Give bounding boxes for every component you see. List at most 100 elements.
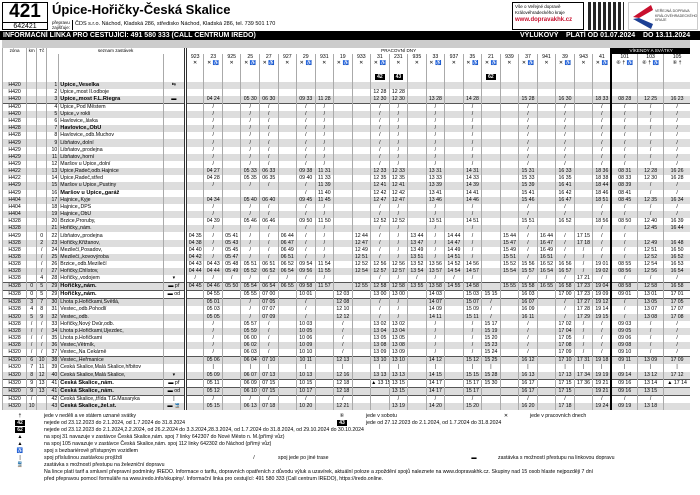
- time-cell: 11 33: [314, 175, 334, 183]
- trip-badge-cell: [203, 72, 223, 82]
- time-cell: 15 17: [462, 378, 482, 387]
- tc-cell: [36, 168, 47, 176]
- time-cell: /: [407, 275, 427, 283]
- time-cell: [499, 168, 519, 176]
- time-cell: [573, 225, 593, 233]
- time-cell: /: [518, 110, 538, 118]
- time-cell: [221, 175, 241, 183]
- legend-symbol: 43: [337, 420, 347, 426]
- qr-code-icon: [588, 2, 624, 30]
- time-cell: [536, 364, 556, 372]
- time-cell: 11 57: [314, 282, 334, 291]
- time-cell: [184, 125, 204, 133]
- tc-cell: [36, 125, 47, 133]
- time-cell: [518, 81, 538, 89]
- time-cell: [314, 313, 334, 321]
- time-cell: 09 58: [296, 282, 316, 291]
- time-cell: /: [425, 110, 445, 118]
- time-cell: /: [518, 132, 538, 140]
- time-cell: 12 51: [351, 253, 371, 262]
- trip-symbols: ✕: [444, 60, 464, 72]
- stop-number: 7: [46, 125, 59, 133]
- trip-symbols: ⑥ †: [663, 60, 690, 72]
- legend-text: jede v pracovních dnech: [530, 413, 587, 419]
- time-cell: 13 04: [388, 327, 408, 336]
- trip-symbols: ✕: [388, 60, 408, 72]
- time-cell: /: [388, 253, 408, 262]
- time-cell: 13 00: [388, 290, 408, 299]
- time-cell: [555, 88, 575, 96]
- time-cell: /: [370, 239, 390, 247]
- zone-cell: H428: [1, 132, 27, 140]
- time-cell: 11 40: [314, 189, 334, 197]
- stop-symbols: [162, 364, 187, 372]
- time-cell: [444, 132, 464, 140]
- stop-row: H328//36 Vestec,Větrník,/06 02/10 09/13 0…: [1, 342, 690, 350]
- note-badge: 43: [393, 73, 404, 80]
- time-cell: 05 49: [221, 268, 241, 276]
- time-cell: [481, 81, 501, 89]
- time-cell: /: [388, 139, 408, 147]
- time-cell: /: [203, 102, 223, 111]
- time-cell: /: [637, 102, 664, 111]
- time-cell: 13 05: [637, 298, 664, 307]
- time-cell: 07 09: [259, 313, 279, 321]
- stop-symbols: ▬ od: [162, 290, 187, 299]
- time-cell: 16 54: [663, 268, 690, 276]
- time-cell: /: [462, 320, 482, 328]
- time-cell: /: [610, 139, 638, 147]
- time-cell: 05 01: [203, 298, 223, 307]
- time-cell: /: [663, 203, 690, 211]
- time-cell: [221, 327, 241, 336]
- time-cell: [444, 313, 464, 321]
- legend-text: spoj s bezbariérově přístupným vozidlem: [44, 448, 138, 454]
- time-cell: /: [296, 239, 316, 247]
- time-cell: 16 52: [555, 218, 575, 226]
- zone-cell: H420: [1, 110, 27, 118]
- time-cell: 16 53: [663, 261, 690, 269]
- time-cell: 12 16: [333, 371, 353, 379]
- time-cell: /: [637, 349, 664, 357]
- time-cell: /: [592, 211, 612, 219]
- stop-number: 18: [46, 203, 59, 211]
- time-cell: [407, 225, 427, 233]
- time-cell: 13 02: [388, 320, 408, 328]
- time-cell: 17 02: [555, 320, 575, 328]
- time-cell: [221, 386, 241, 395]
- km-cell: [26, 110, 37, 118]
- time-cell: 06 49: [277, 246, 297, 254]
- time-cell: [444, 371, 464, 379]
- stop-row: H320 5 9 32 Vestec,,odb. 05 05/07 09/12 12//1…: [1, 313, 690, 321]
- zone-cell: H320: [1, 349, 27, 357]
- time-cell: [351, 102, 371, 111]
- trip-number: 939: [499, 54, 519, 60]
- time-cell: [407, 189, 427, 197]
- tc-cell: 2: [36, 239, 47, 247]
- time-cell: /: [296, 306, 316, 314]
- time-cell: [536, 132, 556, 140]
- time-cell: 17 10: [555, 356, 575, 365]
- time-cell: [333, 239, 353, 247]
- time-cell: 08 45: [610, 196, 638, 204]
- time-cell: 12 51: [637, 246, 664, 254]
- time-cell: 17 08: [555, 342, 575, 350]
- blank-cell: [162, 54, 187, 60]
- time-cell: [407, 402, 427, 410]
- trip-badge-cell: [296, 72, 316, 82]
- info-url[interactable]: www.dopravakhk.cz: [515, 17, 573, 23]
- time-cell: /: [536, 275, 556, 283]
- time-cell: /: [370, 110, 390, 118]
- time-cell: /: [637, 125, 664, 133]
- time-cell: [277, 402, 297, 410]
- time-cell: /: [370, 132, 390, 140]
- stop-symbols: [162, 320, 187, 328]
- time-cell: /: [592, 146, 612, 154]
- time-cell: [536, 211, 556, 219]
- time-cell: /: [203, 349, 223, 357]
- line-number-box: 421 642421: [2, 2, 48, 30]
- time-cell: /: [610, 211, 638, 219]
- time-cell: /: [462, 125, 482, 133]
- time-cell: 13 15: [388, 378, 408, 387]
- time-cell: /: [296, 139, 316, 147]
- time-cell: 15 09: [462, 306, 482, 314]
